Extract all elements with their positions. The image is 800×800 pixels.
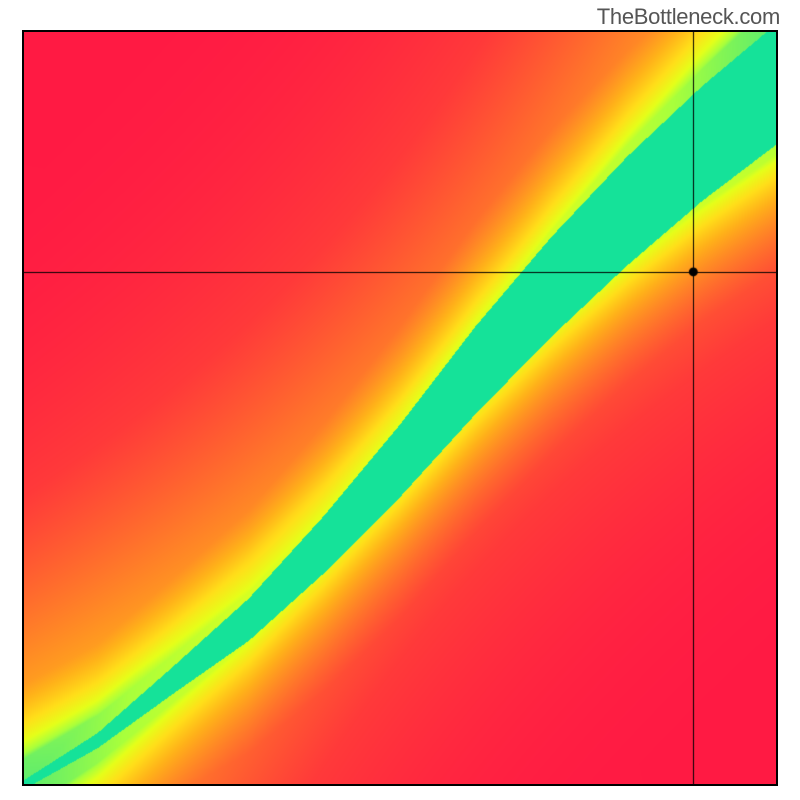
chart-container: TheBottleneck.com: [0, 0, 800, 800]
crosshair-canvas: [22, 30, 778, 786]
heatmap-plot-area: [22, 30, 778, 786]
watermark-text: TheBottleneck.com: [597, 4, 780, 30]
